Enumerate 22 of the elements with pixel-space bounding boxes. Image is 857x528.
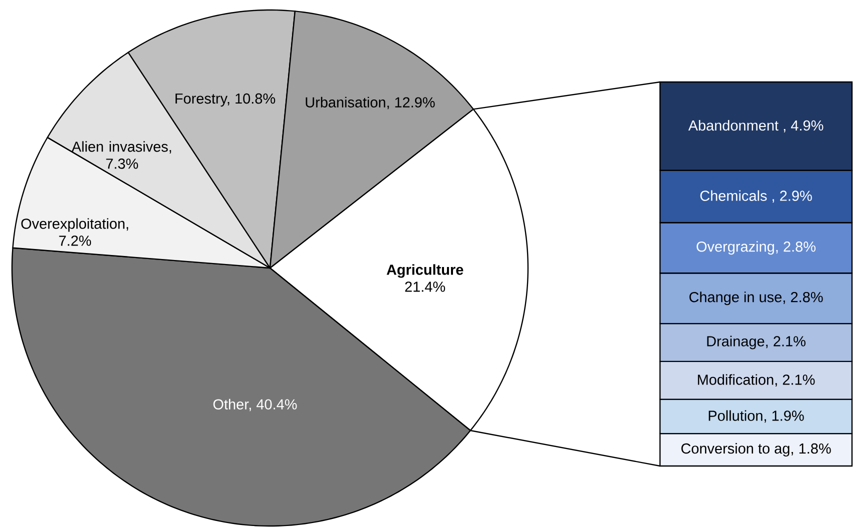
data-label: 2.1% [782, 374, 815, 385]
slice-label: Overexploitation, 7.2% [21, 218, 128, 246]
series-label: Chemicals , [700, 190, 774, 203]
data-label: 4.9% [791, 120, 824, 131]
slice-label: Urbanisation, 12.9% [306, 96, 435, 110]
data-label: 2.8% [791, 292, 823, 302]
slice-label: Other, 40.4% [213, 398, 297, 412]
series-label: Pollution, [708, 410, 766, 423]
data-label: 1.9% [772, 410, 804, 421]
series-label: Overgrazing, [696, 241, 778, 255]
data-label: 2.1% [774, 336, 806, 346]
series-label: Drainage, [707, 336, 768, 350]
data-label: 1.8% [799, 443, 831, 454]
series-label: Abandonment , [688, 120, 786, 132]
series-label: Modification, [698, 374, 777, 387]
series-label: Change in use, [689, 292, 785, 306]
data-label: 2.9% [780, 190, 812, 201]
series-label: Conversion to ag, [681, 443, 793, 457]
slice-label: Forestry, 10.8% [176, 93, 276, 107]
slice-label: Alien invasives, 7.3% [72, 141, 172, 169]
data-label: 2.8% [784, 241, 816, 252]
slice-label: Agriculture 21.4% [386, 264, 464, 292]
